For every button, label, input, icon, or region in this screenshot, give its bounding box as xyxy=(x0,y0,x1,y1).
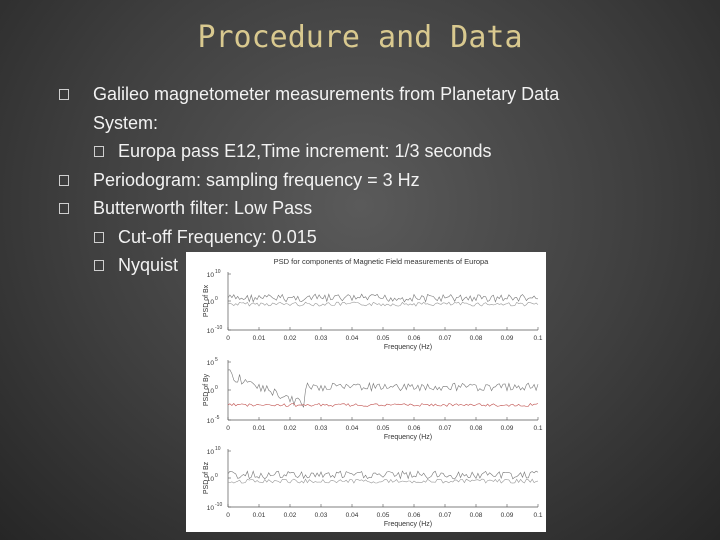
bullet-text: System: xyxy=(93,112,159,133)
psd-trace xyxy=(227,470,539,480)
x-tick-label: 0.1 xyxy=(533,335,542,342)
sub-bullet-item: Cut-off Frequency: 0.015 xyxy=(58,223,678,252)
x-tick-label: 0.04 xyxy=(346,512,359,519)
y-tick-exponent: -5 xyxy=(215,415,220,421)
box-icon xyxy=(94,146,104,157)
psd-trace xyxy=(227,293,539,303)
x-tick-label: 0.03 xyxy=(315,335,328,342)
x-tick-label: 0.01 xyxy=(253,335,266,342)
y-tick-exponent: -10 xyxy=(215,325,222,331)
x-tick-label: 0.06 xyxy=(408,335,421,342)
bullet-item: Butterworth filter: Low Pass xyxy=(58,194,678,223)
x-tick-label: 0.08 xyxy=(470,425,483,432)
bullet-text: Europa pass E12,Time increment: 1/3 seco… xyxy=(118,141,492,161)
y-tick-exponent: 0 xyxy=(215,296,218,302)
x-tick-label: 0.09 xyxy=(501,335,514,342)
x-tick-label: 0.02 xyxy=(284,335,297,342)
psd-trace-filtered xyxy=(227,403,539,407)
psd-trace xyxy=(227,369,539,408)
x-axis-label: Frequency (Hz) xyxy=(384,434,432,441)
x-tick-label: 0 xyxy=(226,335,230,342)
x-axis-label: Frequency (Hz) xyxy=(384,344,432,351)
y-tick-exponent: 0 xyxy=(215,385,218,391)
box-icon xyxy=(59,174,69,186)
y-tick-exponent: 5 xyxy=(215,357,218,363)
bullet-text: Cut-off Frequency: 0.015 xyxy=(118,226,317,247)
y-tick-label: 10 xyxy=(207,272,215,279)
x-tick-label: 0.07 xyxy=(439,425,452,432)
y-tick-label: 10 xyxy=(207,388,215,395)
x-tick-label: 0.03 xyxy=(315,425,328,432)
box-icon xyxy=(94,260,104,271)
x-tick-label: 0.01 xyxy=(253,512,266,519)
x-tick-label: 0.1 xyxy=(533,425,542,432)
x-tick-label: 0.08 xyxy=(470,335,483,342)
bullet-text: Butterworth filter: Low Pass xyxy=(93,198,313,218)
x-tick-label: 0 xyxy=(226,425,230,432)
x-axis-label: Frequency (Hz) xyxy=(384,521,432,528)
x-tick-label: 0.04 xyxy=(346,425,359,432)
bullet-text: Periodogram: sampling frequency = 3 Hz xyxy=(93,169,420,190)
x-tick-label: 0.09 xyxy=(501,512,514,519)
x-tick-label: 0.07 xyxy=(439,335,452,342)
x-tick-label: 0.02 xyxy=(284,425,297,432)
y-tick-label: 10 xyxy=(207,505,215,512)
y-tick-label: 10 xyxy=(207,299,215,306)
box-icon xyxy=(94,231,104,243)
x-tick-label: 0.05 xyxy=(377,335,390,342)
y-axis-label: PSD of Bx xyxy=(203,284,210,317)
bullet-item: System: xyxy=(58,109,678,138)
sub-bullet-item: Nyquist xyxy=(58,251,678,280)
slide-title: Procedure and Data xyxy=(197,20,523,55)
x-tick-label: 0.07 xyxy=(439,512,452,519)
y-tick-label: 10 xyxy=(207,449,215,456)
y-tick-exponent: 10 xyxy=(215,446,221,452)
x-tick-label: 0.05 xyxy=(377,512,390,519)
sub-bullet-item: Europa pass E12,Time increment: 1/3 seco… xyxy=(58,137,678,166)
psd-trace-filtered xyxy=(227,478,539,484)
y-tick-exponent: 0 xyxy=(215,473,218,479)
y-tick-label: 10 xyxy=(207,360,215,367)
bullet-item: Periodogram: sampling frequency = 3 Hz xyxy=(58,166,678,195)
x-tick-label: 0.02 xyxy=(284,512,297,519)
x-tick-label: 0 xyxy=(226,512,230,519)
x-tick-label: 0.08 xyxy=(470,512,483,519)
y-tick-exponent: -10 xyxy=(215,502,222,508)
y-axis-label: PSD of Bz xyxy=(203,461,210,494)
psd-trace-filtered xyxy=(227,301,539,307)
x-tick-label: 0.01 xyxy=(253,425,266,432)
psd-chart: PSD for components of Magnetic Field mea… xyxy=(203,257,543,528)
y-tick-label: 10 xyxy=(207,328,215,335)
bullet-list: Galileo magnetometer measurements from P… xyxy=(58,80,678,280)
chart-title: PSD for components of Magnetic Field mea… xyxy=(274,257,490,266)
x-tick-label: 0.04 xyxy=(346,335,359,342)
y-tick-label: 10 xyxy=(207,418,215,425)
y-tick-exponent: 10 xyxy=(215,269,221,275)
bullet-text: Galileo magnetometer measurements from P… xyxy=(93,84,560,104)
box-icon xyxy=(59,89,69,100)
box-icon xyxy=(59,203,69,214)
bullet-item: Galileo magnetometer measurements from P… xyxy=(58,80,678,109)
psd-figure: PSD for components of Magnetic Field mea… xyxy=(186,252,546,532)
y-tick-label: 10 xyxy=(207,476,215,483)
bullet-text: Nyquist xyxy=(118,255,179,275)
x-tick-label: 0.06 xyxy=(408,512,421,519)
x-tick-label: 0.05 xyxy=(377,425,390,432)
x-tick-label: 0.1 xyxy=(533,512,542,519)
x-tick-label: 0.06 xyxy=(408,425,421,432)
x-tick-label: 0.03 xyxy=(315,512,328,519)
x-tick-label: 0.09 xyxy=(501,425,514,432)
y-axis-label: PSD of By xyxy=(203,373,210,406)
